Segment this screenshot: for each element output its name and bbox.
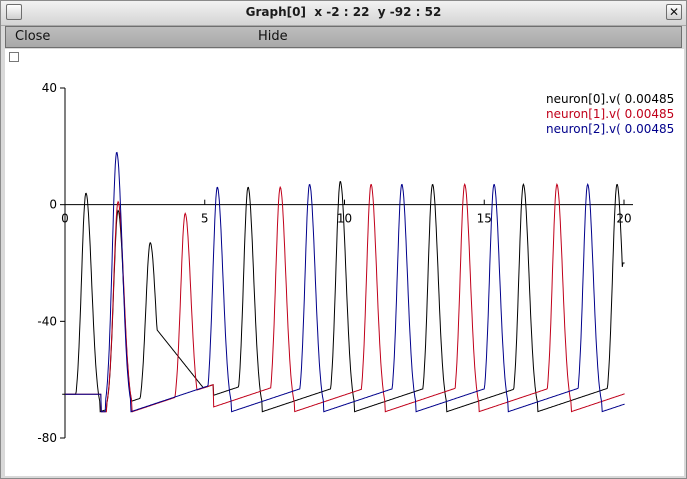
hide-button[interactable]: Hide [258, 29, 288, 44]
window-menu-icon[interactable] [6, 4, 22, 20]
series-line-neuron2 [65, 151, 625, 413]
close-button[interactable]: Close [15, 29, 51, 44]
legend-entry-neuron0: neuron[0].v( 0.00485 [546, 92, 674, 106]
x-tick-label: 15 [477, 212, 492, 226]
window-title: Graph[0] x -2 : 22 y -92 : 52 [245, 5, 442, 19]
series-layer [62, 151, 625, 413]
legend-entry-neuron2: neuron[2].v( 0.00485 [546, 122, 674, 136]
legend-entry-neuron1: neuron[1].v( 0.00485 [546, 107, 674, 121]
voltage-chart: 400-40-800 5 10 15 20 neuron[0].v( 0.00485ne… [37, 81, 674, 445]
graph-menu-checkbox[interactable] [9, 52, 19, 62]
y-tick-label: 0 [49, 198, 57, 212]
y-tick-label: -40 [37, 314, 57, 328]
x-tick-label: 5 [201, 212, 209, 226]
series-line-neuron0 [62, 180, 625, 413]
y-tick-label: 40 [42, 81, 57, 95]
menu-bar: Close Hide [5, 26, 682, 48]
title-bar[interactable]: Graph[0] x -2 : 22 y -92 : 52 ✕ [1, 1, 686, 26]
x-tick-label: 0 [61, 212, 69, 226]
close-icon[interactable]: ✕ [666, 4, 682, 20]
x-tick-label: 10 [337, 212, 352, 226]
plot-canvas[interactable]: 40 0 -40 -80 0 5 10 15 20 neuron[0].v( 0.00485 ne… [5, 49, 684, 476]
x-tick-label: 20 [616, 212, 631, 226]
y-tick-label: -80 [37, 431, 57, 445]
